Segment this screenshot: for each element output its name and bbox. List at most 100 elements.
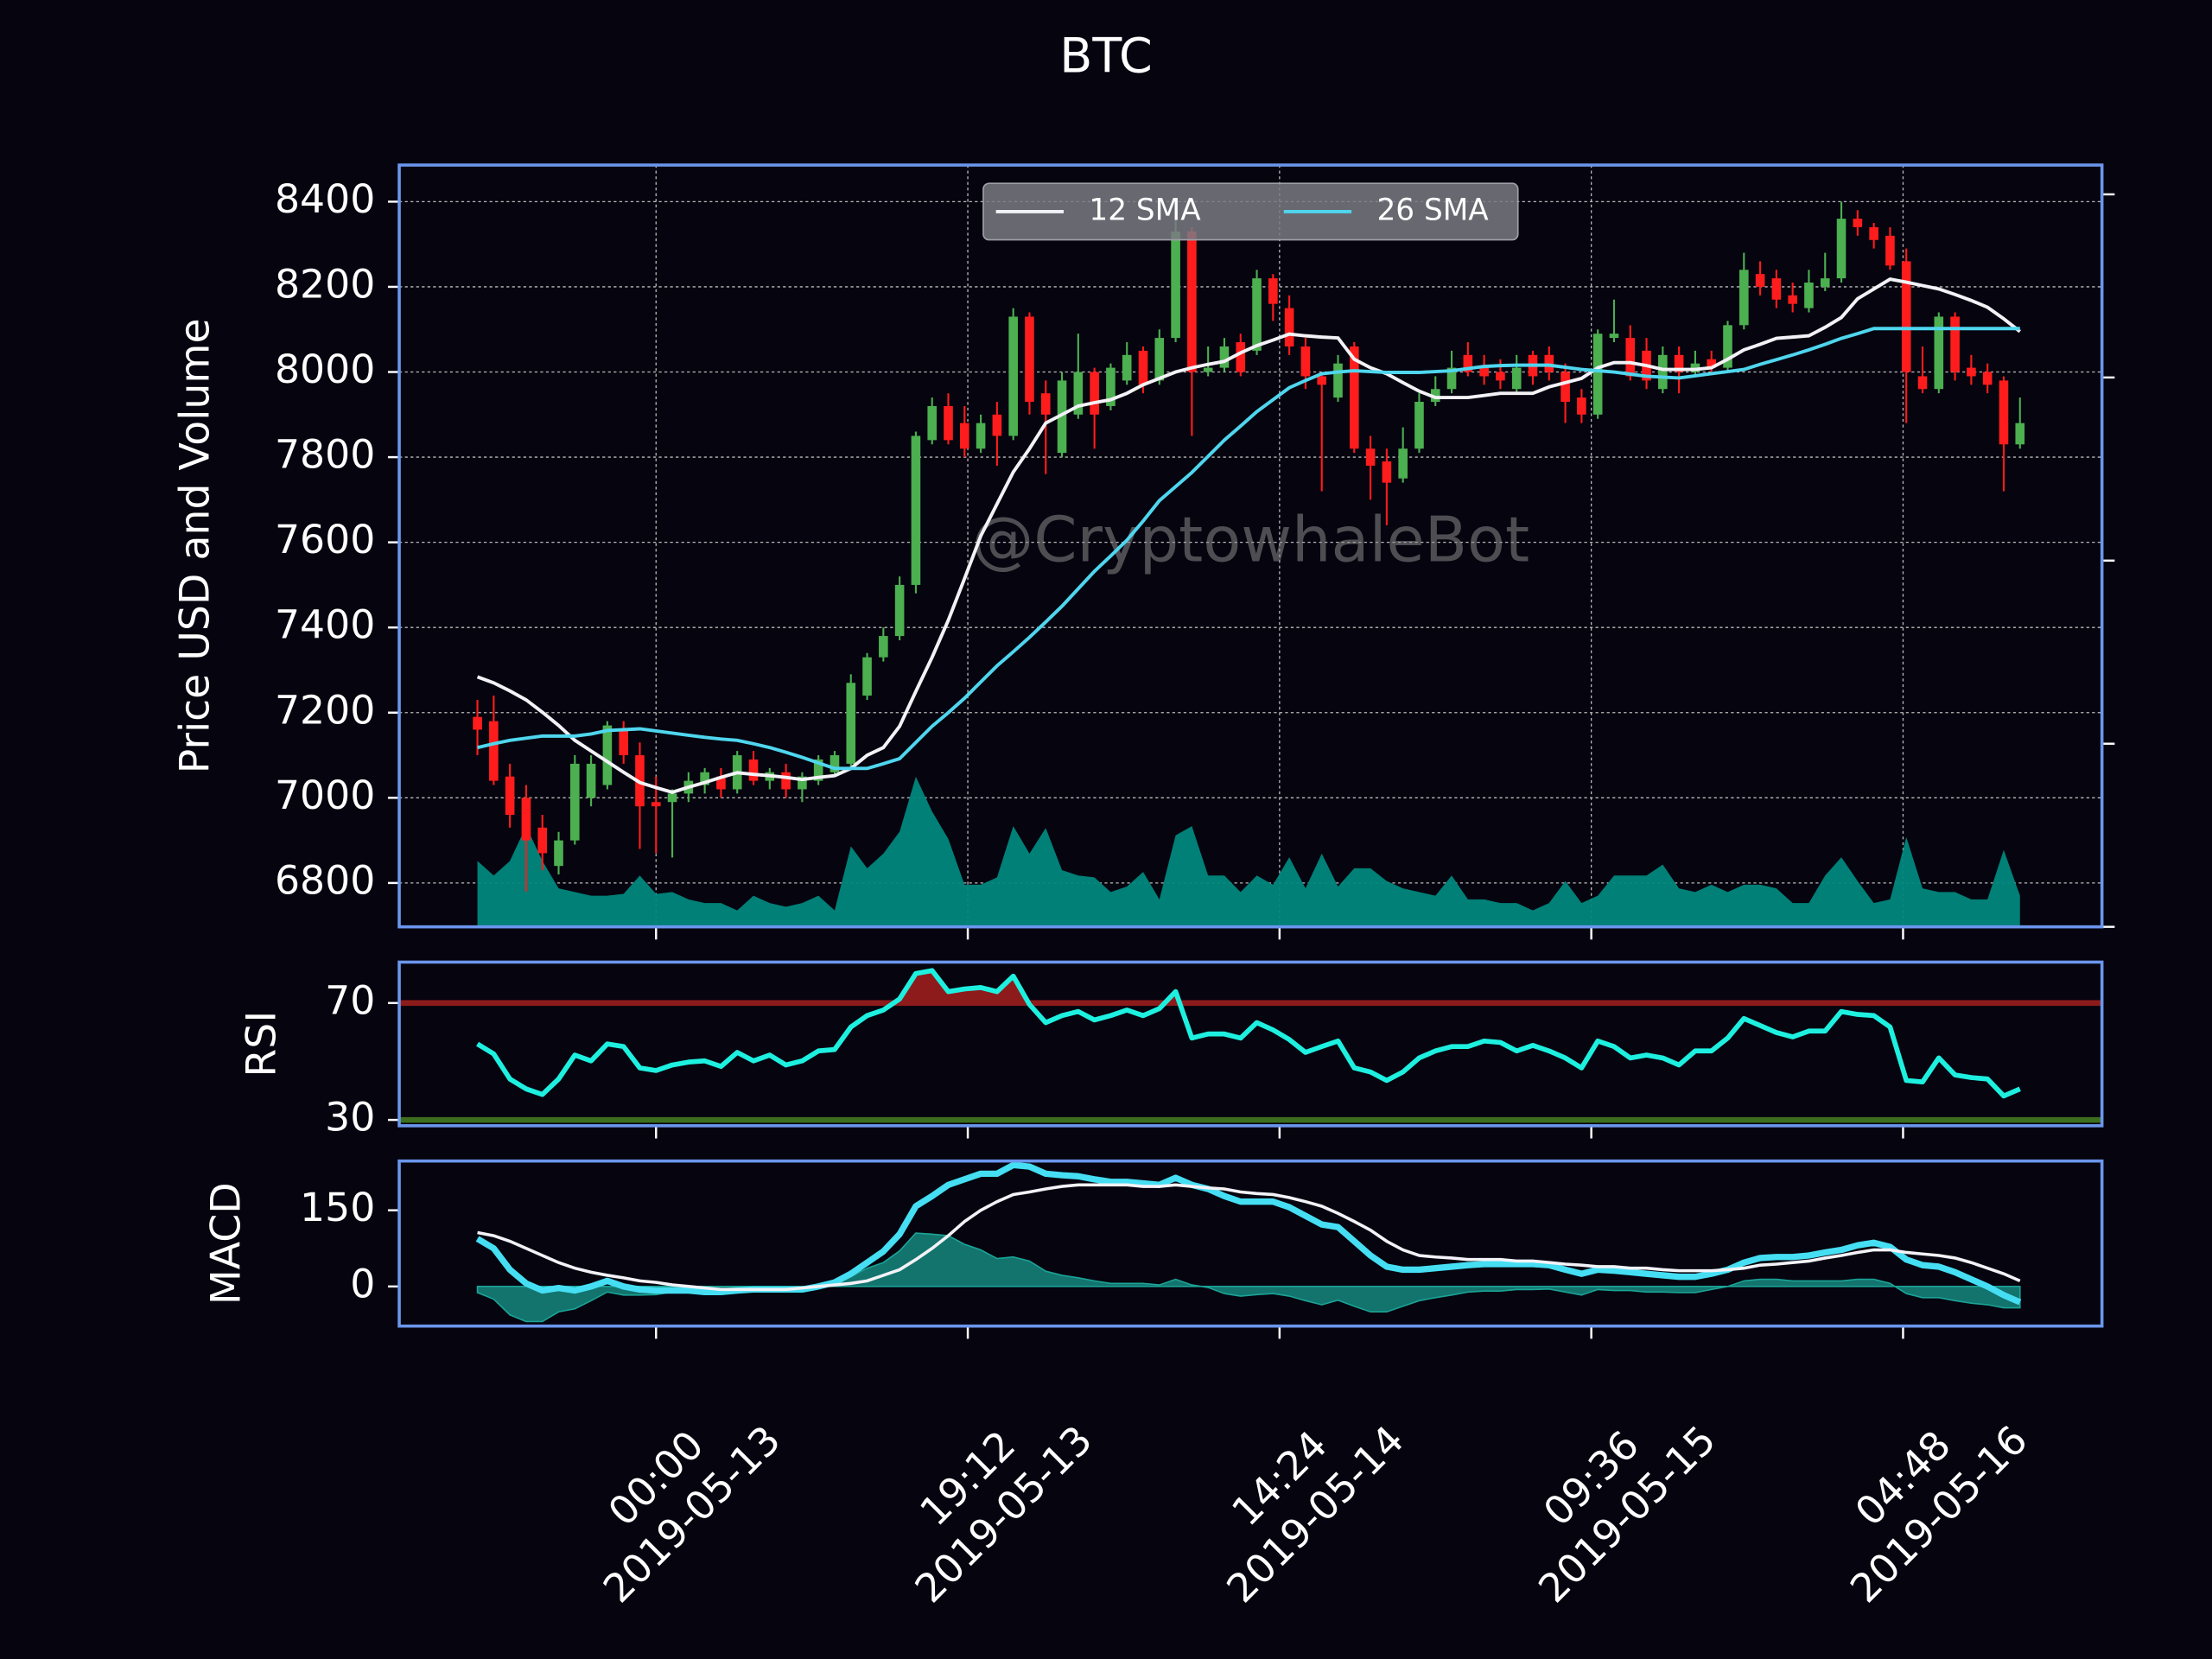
candle-body xyxy=(521,798,531,841)
candle-body xyxy=(1723,325,1732,368)
y-tick-label: 7200 xyxy=(275,687,375,733)
candle-body xyxy=(2015,423,2025,445)
candle-body xyxy=(1885,235,1895,266)
candle-body xyxy=(1090,372,1099,415)
candle-body xyxy=(1609,334,1619,339)
candle-body xyxy=(1820,278,1830,287)
candle-body xyxy=(1901,261,1911,372)
candle-body xyxy=(1154,338,1165,381)
candle-body xyxy=(1463,354,1473,372)
candle-body xyxy=(1365,448,1376,466)
candle-body xyxy=(830,755,840,772)
candle-body xyxy=(1917,376,1928,390)
y-tick-label: 70 xyxy=(325,977,375,1023)
candle-body xyxy=(1755,274,1765,287)
candle-body xyxy=(700,772,709,785)
chart-title: BTC xyxy=(1059,29,1152,85)
legend-label: 26 SMA xyxy=(1376,193,1489,227)
candle-body xyxy=(748,759,759,781)
candle-body xyxy=(846,683,856,764)
volume-area xyxy=(477,776,2020,927)
candle-body xyxy=(1219,346,1230,368)
candle-body xyxy=(716,776,726,790)
macd-panel-frame xyxy=(397,1159,2104,1328)
price-panel-frame xyxy=(397,163,2104,929)
candle-body xyxy=(1446,367,1457,390)
candle-body xyxy=(1934,316,1944,390)
candle-body xyxy=(1853,219,1863,227)
candle-body xyxy=(927,405,938,441)
y-axis-label: RSI xyxy=(238,1011,285,1077)
candle-body xyxy=(651,802,661,807)
candle-body xyxy=(1577,397,1586,415)
candle-body xyxy=(1284,308,1294,346)
candle-body xyxy=(1057,380,1067,454)
y-tick-label: 30 xyxy=(325,1095,375,1141)
legend-box xyxy=(982,182,1519,241)
candle-body xyxy=(1138,350,1148,385)
rsi-line xyxy=(476,968,2021,1099)
candle-body xyxy=(1496,372,1505,381)
y-tick-label: 7600 xyxy=(275,517,375,563)
candle-body xyxy=(1999,380,2009,445)
candle-body xyxy=(1690,363,1700,372)
signal-line xyxy=(477,1183,2021,1292)
candle-body xyxy=(537,827,548,854)
candle-body xyxy=(1560,372,1570,403)
candle-body xyxy=(1788,295,1797,304)
candle-body xyxy=(879,636,888,658)
candle-body xyxy=(1804,283,1814,308)
candle-body xyxy=(1511,367,1522,390)
candle-body xyxy=(489,721,499,781)
candle-body xyxy=(554,840,563,867)
candle-body xyxy=(1544,354,1554,372)
candle-body xyxy=(1674,354,1684,372)
candle-body xyxy=(1349,346,1359,449)
legend-label: 12 SMA xyxy=(1089,193,1201,227)
watermark: @CryptowhaleBot xyxy=(972,504,1530,576)
y-tick-label: 7800 xyxy=(275,432,375,478)
candle-body xyxy=(1106,367,1116,406)
candle-body xyxy=(1252,278,1262,351)
candle-body xyxy=(894,584,905,637)
candle-body xyxy=(586,763,596,798)
candle-body xyxy=(1122,354,1132,381)
candle-body xyxy=(1950,316,1960,372)
candle-body xyxy=(1317,376,1327,385)
candle-body xyxy=(959,423,969,449)
candle-body xyxy=(1187,231,1197,372)
candle-body xyxy=(1236,342,1246,372)
candle-body xyxy=(813,759,823,781)
candle-body xyxy=(1836,219,1847,279)
candle-body xyxy=(1203,367,1213,372)
candle-body xyxy=(1625,338,1636,377)
candle-body xyxy=(781,772,791,790)
candle-body xyxy=(569,763,580,841)
candle-body xyxy=(798,776,807,790)
legend: 12 SMA 26 SMA xyxy=(982,182,1519,241)
candle-body xyxy=(1771,278,1782,300)
candle-body xyxy=(862,657,872,696)
y-tick-label: 8000 xyxy=(275,346,375,392)
candle-body xyxy=(1414,402,1424,449)
candle-body xyxy=(1398,448,1408,479)
candle-body xyxy=(976,423,986,449)
candle-body xyxy=(1382,461,1392,483)
candle-body xyxy=(1008,316,1018,436)
candle-body xyxy=(1040,393,1051,415)
candle-body xyxy=(1025,316,1034,403)
candle-body xyxy=(505,776,515,816)
candle-body xyxy=(944,405,953,441)
y-tick-label: 150 xyxy=(300,1185,375,1230)
candle-body xyxy=(602,725,613,785)
candle-body xyxy=(911,435,921,585)
y-tick-label: 8200 xyxy=(275,261,375,307)
candle-body xyxy=(1658,354,1668,390)
candle-body xyxy=(1430,389,1440,403)
candle-body xyxy=(1738,270,1749,326)
sma-line xyxy=(476,277,2021,794)
candle-body xyxy=(473,716,482,730)
